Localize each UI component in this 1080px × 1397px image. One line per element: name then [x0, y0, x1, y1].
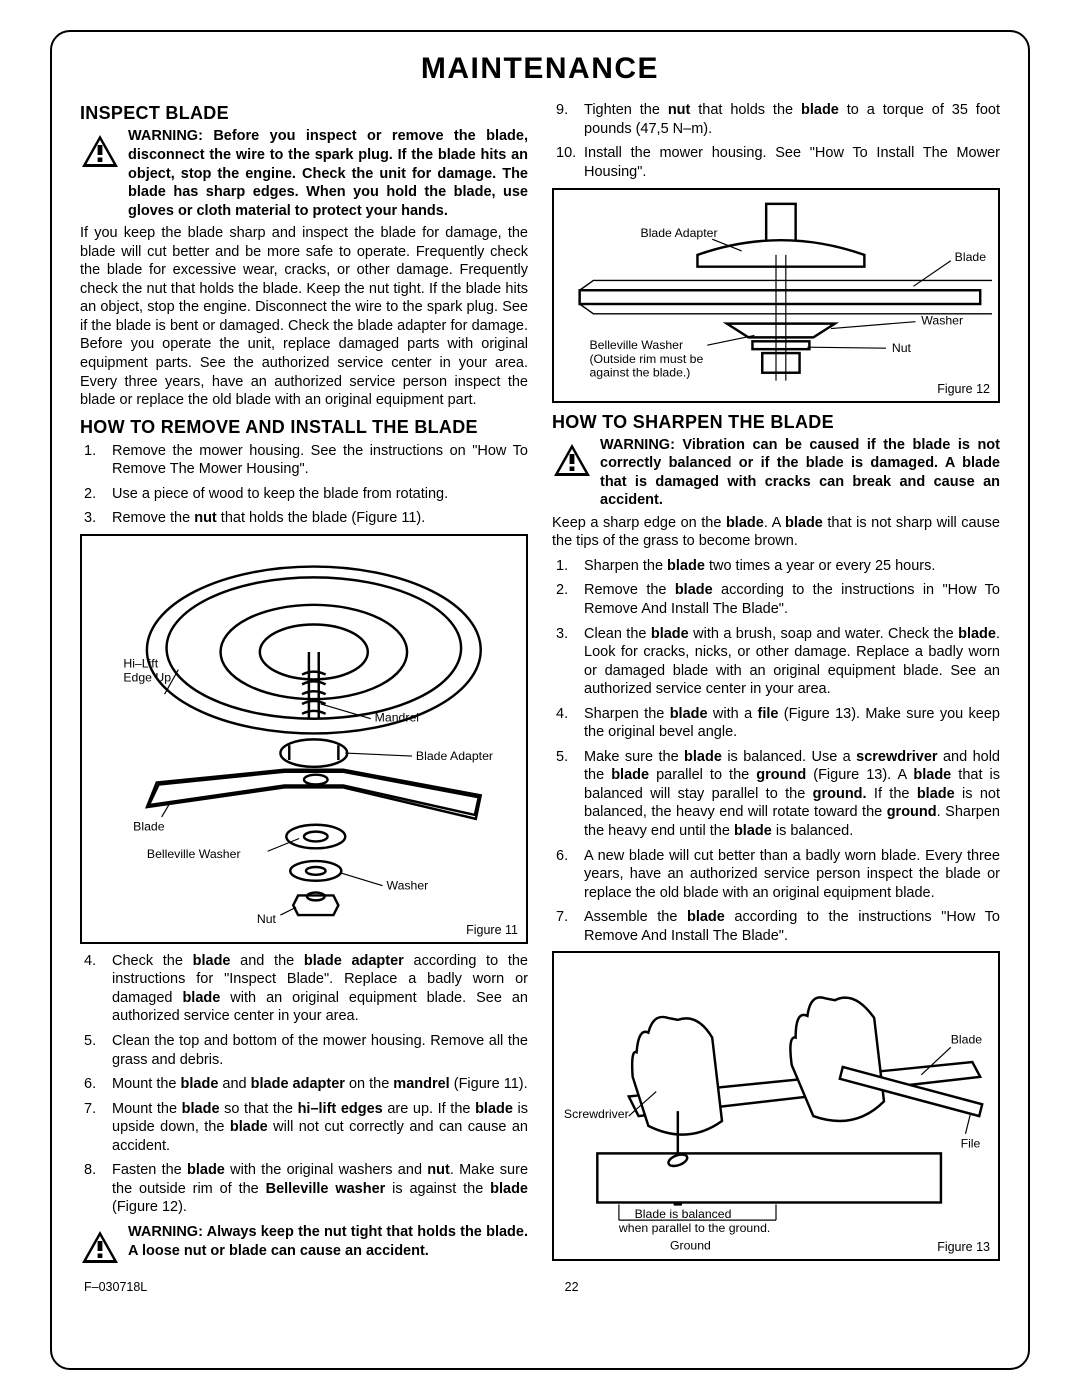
fig11-washer-label: Washer [386, 878, 428, 892]
warning-triangle-icon [80, 1229, 120, 1265]
figure-13-svg: Blade Screwdriver File Blade is balanced… [560, 959, 992, 1254]
list-item: Sharpen the blade with a file (Figure 13… [552, 705, 1000, 742]
figure-11-box: Hi–LiftEdge Up Mandrel Blade Adapter Bla… [80, 534, 528, 944]
figure-12-box: Blade Adapter Blade Washer Nut Bellevill… [552, 188, 1000, 403]
left-column: INSPECT BLADE WARNING: Before you inspec… [80, 98, 528, 1269]
fig11-mandrel-label: Mandrel [375, 711, 419, 725]
fig12-belleville-label: Belleville Washer(Outside rim must beaga… [589, 338, 703, 379]
remove-steps-9-10: Tighten the nut that holds the blade to … [552, 101, 1000, 181]
list-item: Assemble the blade according to the inst… [552, 908, 1000, 945]
right-column: Tighten the nut that holds the blade to … [552, 98, 1000, 1269]
remove-install-heading: HOW TO REMOVE AND INSTALL THE BLADE [80, 416, 528, 439]
list-item: A new blade will cut better than a badly… [552, 847, 1000, 903]
figure-11-svg: Hi–LiftEdge Up Mandrel Blade Adapter Bla… [88, 542, 520, 935]
fig13-blade-label: Blade [951, 1033, 983, 1047]
fig13-file-label: File [961, 1137, 981, 1151]
inspect-blade-heading: INSPECT BLADE [80, 102, 528, 125]
list-item: Use a piece of wood to keep the blade fr… [80, 485, 528, 504]
list-item: Make sure the blade is balanced. Use a s… [552, 748, 1000, 841]
fig11-hilift-label: Hi–LiftEdge Up [123, 657, 171, 685]
warning-triangle-icon [80, 133, 120, 169]
remove-steps-1-3: Remove the mower housing. See the instru… [80, 442, 528, 528]
list-item: Sharpen the blade two times a year or ev… [552, 557, 1000, 576]
figure-11-caption: Figure 11 [466, 922, 518, 938]
list-item: Mount the blade and blade adapter on the… [80, 1075, 528, 1094]
list-item: Install the mower housing. See "How To I… [552, 144, 1000, 181]
inspect-body: If you keep the blade sharp and inspect … [80, 224, 528, 409]
fig12-nut-label: Nut [892, 341, 912, 355]
remove-warning-text: WARNING: Always keep the nut tight that … [128, 1223, 528, 1260]
warning-triangle-icon [552, 442, 592, 478]
list-item: Clean the top and bottom of the mower ho… [80, 1032, 528, 1069]
footer-page-number: 22 [565, 1279, 579, 1295]
fig11-belleville-label: Belleville Washer [147, 847, 241, 861]
inspect-warning-text: WARNING: Before you inspect or remove th… [128, 127, 528, 220]
fig12-adapter-label: Blade Adapter [641, 226, 718, 240]
list-item: Mount the blade so that the hi–lift edge… [80, 1100, 528, 1156]
list-item: Check the blade and the blade adapter ac… [80, 952, 528, 1026]
footer-doc-id: F–030718L [84, 1279, 147, 1295]
figure-12-caption: Figure 12 [937, 381, 990, 397]
figure-13-box: Blade Screwdriver File Blade is balanced… [552, 951, 1000, 1261]
fig12-blade-label: Blade [955, 249, 987, 263]
fig11-adapter-label: Blade Adapter [416, 749, 493, 763]
page-frame: MAINTENANCE INSPECT BLADE WARNING: Befor… [50, 30, 1030, 1370]
figure-12-svg: Blade Adapter Blade Washer Nut Bellevill… [560, 196, 992, 397]
list-item: Clean the blade with a brush, soap and w… [552, 625, 1000, 699]
list-item: Tighten the nut that holds the blade to … [552, 101, 1000, 138]
fig13-ground-label: Ground [670, 1239, 711, 1253]
list-item: Remove the mower housing. See the instru… [80, 442, 528, 479]
list-item: Remove the nut that holds the blade (Fig… [80, 509, 528, 528]
list-item: Fasten the blade with the original washe… [80, 1161, 528, 1217]
sharpen-heading: HOW TO SHARPEN THE BLADE [552, 411, 1000, 434]
sharpen-warning-text: WARNING: Vibration can be caused if the … [600, 436, 1000, 510]
two-column-layout: INSPECT BLADE WARNING: Before you inspec… [80, 98, 1000, 1269]
remove-steps-4-8: Check the blade and the blade adapter ac… [80, 952, 528, 1217]
inspect-warning: WARNING: Before you inspect or remove th… [80, 127, 528, 220]
sharpen-steps: Sharpen the blade two times a year or ev… [552, 557, 1000, 945]
fig13-screwdriver-label: Screwdriver [564, 1107, 629, 1121]
sharpen-warning: WARNING: Vibration can be caused if the … [552, 436, 1000, 510]
fig11-blade-label: Blade [133, 819, 165, 833]
figure-13-caption: Figure 13 [937, 1239, 990, 1255]
fig13-balanced-label: Blade is balancedwhen parallel to the gr… [618, 1207, 770, 1235]
fig11-nut-label: Nut [257, 912, 277, 926]
page-footer: F–030718L 22 [80, 1279, 1000, 1295]
page-title: MAINTENANCE [80, 50, 1000, 88]
fig12-washer-label: Washer [921, 313, 963, 327]
sharpen-body: Keep a sharp edge on the blade. A blade … [552, 514, 1000, 551]
remove-warning: WARNING: Always keep the nut tight that … [80, 1223, 528, 1265]
list-item: Remove the blade according to the instru… [552, 581, 1000, 618]
